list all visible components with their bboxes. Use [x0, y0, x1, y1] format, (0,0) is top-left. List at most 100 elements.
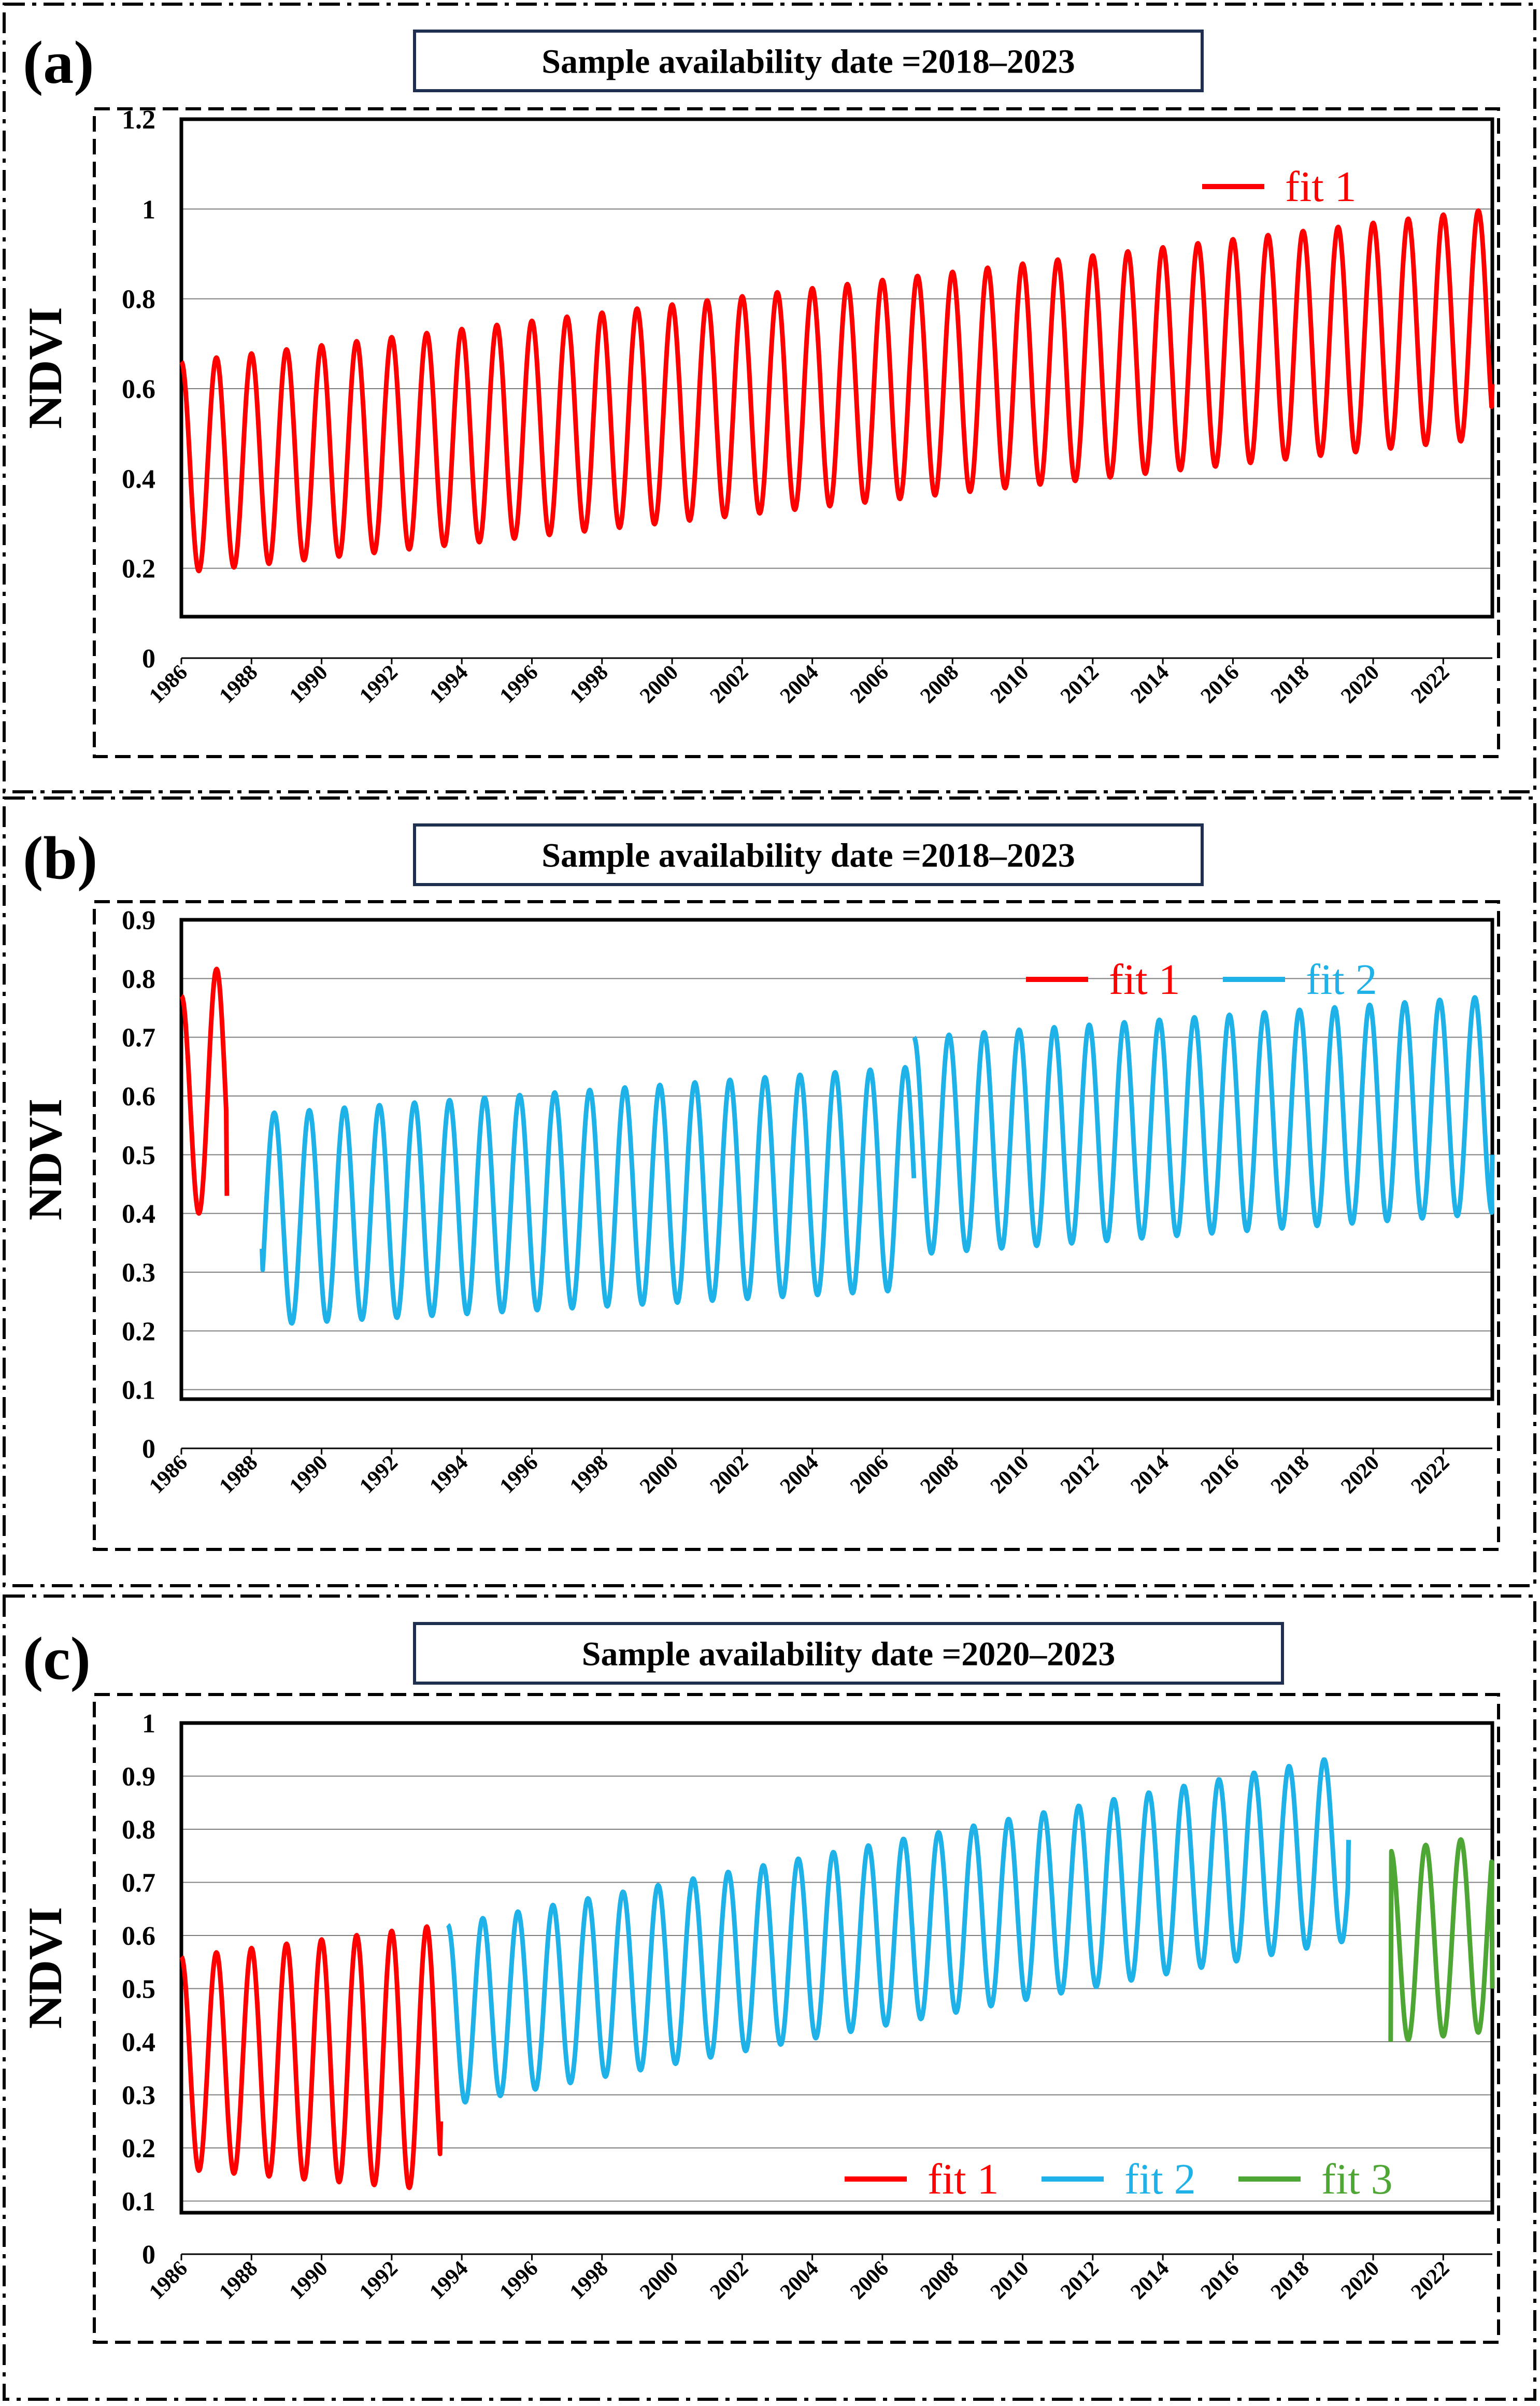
title-box: [413, 823, 1204, 886]
chart-area-frame: [93, 1693, 1500, 2344]
panel-c: (c) Sample availability date =2020–2023 0 0…: [3, 1594, 1536, 2401]
x-tick-label: 1996: [495, 1451, 543, 1499]
chart-area-frame: [93, 900, 1500, 1551]
x-tick-label: 1996: [495, 661, 543, 708]
x-tick-label: 1996: [495, 2257, 543, 2304]
x-tick-label: 2014: [1126, 661, 1174, 708]
x-tick-label: 2020: [1336, 1451, 1384, 1499]
x-tick-label: 1994: [425, 2257, 473, 2304]
x-tick-label: 1998: [565, 661, 613, 708]
x-tick-label: 2020: [1336, 2257, 1384, 2304]
x-tick-label: 2016: [1196, 2257, 1244, 2304]
panel-label: (c): [23, 1625, 91, 1692]
y-tick-label: 0.2: [122, 1317, 155, 1346]
series-fit2-line: [446, 1757, 1351, 2105]
x-tick-label: 2000: [635, 661, 683, 708]
plot-border: [179, 918, 1494, 1401]
x-tick-label: 1990: [285, 1451, 333, 1499]
x-tick-label: 2008: [916, 1451, 963, 1499]
x-tick-label: 2016: [1196, 1451, 1244, 1499]
y-tick-label: 0.5: [122, 1141, 155, 1170]
x-tick-label: 2022: [1406, 661, 1454, 708]
x-tick-label: 2020: [1336, 661, 1384, 708]
x-tick-label: 1990: [285, 2257, 333, 2304]
y-tick-label: 0.4: [122, 464, 155, 494]
x-tick-label: 2006: [846, 661, 893, 708]
x-tick-label: 2010: [986, 661, 1034, 708]
x-tick-label: 2004: [776, 1451, 823, 1499]
panel-outer-frame: [3, 796, 1536, 1587]
x-tick-label: 2012: [1056, 661, 1104, 708]
x-tick-label: 2018: [1266, 661, 1314, 708]
y-tick-label: 0.6: [122, 1082, 155, 1112]
legend-label-fit2: fit 2: [1306, 956, 1377, 1004]
x-tick-label: 2002: [706, 1451, 753, 1499]
y-tick-label: 0.4: [122, 1200, 155, 1229]
series-fit3-line: [1388, 1837, 1495, 2042]
chart-title: Sample availability date =2018–2023: [541, 43, 1075, 81]
x-tick-label: 1994: [425, 1451, 473, 1499]
x-tick-label: 2016: [1196, 661, 1244, 708]
y-tick-label: 0.3: [122, 1258, 155, 1288]
y-tick-label: 0.1: [122, 2187, 155, 2217]
legend-label-fit2: fit 2: [1124, 2155, 1196, 2203]
series-fit1-line: [179, 208, 1495, 574]
y-tick-label: 0.3: [122, 2081, 155, 2111]
panel-a: (a) Sample availability date =2018–2023 0 0…: [3, 3, 1536, 793]
x-tick-label: 2014: [1126, 1451, 1174, 1499]
y-tick-label: 0.6: [122, 375, 155, 404]
x-tick-label: 1992: [355, 2257, 403, 2304]
y-tick-label: 0.1: [122, 1376, 155, 1405]
x-tick-label: 2022: [1406, 1451, 1454, 1499]
x-tick-label: 2022: [1406, 2257, 1454, 2304]
y-tick-label: 0.9: [122, 1762, 155, 1792]
legend-label-fit1: fit 1: [928, 2155, 999, 2203]
x-tick-label: 2004: [776, 2257, 823, 2304]
y-tick-label: 0.8: [122, 964, 155, 994]
legend-label-fit1: fit 1: [1109, 956, 1180, 1004]
panel-label: (a): [23, 29, 94, 96]
x-tick-label: 2004: [776, 661, 823, 708]
x-tick-label: 2010: [986, 1451, 1034, 1499]
y-tick-label: 0.6: [122, 1921, 155, 1951]
series-fit2-line: [260, 1065, 917, 1326]
panel-label: (b): [23, 824, 97, 892]
y-tick-label: 0: [142, 2240, 155, 2270]
x-tick-label: 1988: [215, 661, 262, 708]
y-tick-label: 1: [142, 1709, 155, 1739]
y-axis-label: NDVI: [19, 307, 72, 429]
y-tick-label: 0.4: [122, 2028, 155, 2057]
title-box: [413, 30, 1204, 92]
y-tick-label: 0.8: [122, 285, 155, 315]
series-fit2-line: [912, 995, 1495, 1256]
y-tick-label: 0.7: [122, 1869, 155, 1898]
legend-label-fit1: fit 1: [1285, 163, 1357, 211]
x-tick-label: 2000: [635, 2257, 683, 2304]
x-tick-label: 1998: [565, 2257, 613, 2304]
x-tick-label: 2006: [846, 1451, 893, 1499]
y-tick-label: 0: [142, 1434, 155, 1464]
x-tick-label: 2008: [916, 661, 963, 708]
x-tick-label: 2010: [986, 2257, 1034, 2304]
x-tick-label: 1990: [285, 661, 333, 708]
x-tick-label: 2018: [1266, 1451, 1314, 1499]
x-tick-label: 1992: [355, 1451, 403, 1499]
x-tick-label: 2012: [1056, 1451, 1104, 1499]
panel-outer-frame: [3, 1594, 1536, 2401]
x-tick-label: 1994: [425, 661, 473, 708]
y-axis-label: NDVI: [19, 1907, 72, 2029]
x-tick-label: 2002: [706, 2257, 753, 2304]
x-tick-label: 2012: [1056, 2257, 1104, 2304]
chart-title: Sample availability date =2018–2023: [541, 837, 1075, 875]
y-tick-label: 0.9: [122, 906, 155, 935]
series-fit1-line: [179, 966, 230, 1216]
x-tick-label: 2002: [706, 661, 753, 708]
x-tick-label: 2018: [1266, 2257, 1314, 2304]
chart-title: Sample availability date =2020–2023: [582, 1635, 1115, 1673]
x-tick-label: 1998: [565, 1451, 613, 1499]
y-tick-label: 1.2: [122, 105, 155, 135]
y-tick-label: 0.2: [122, 554, 155, 584]
x-tick-label: 1988: [215, 1451, 262, 1499]
x-tick-label: 2008: [916, 2257, 963, 2304]
